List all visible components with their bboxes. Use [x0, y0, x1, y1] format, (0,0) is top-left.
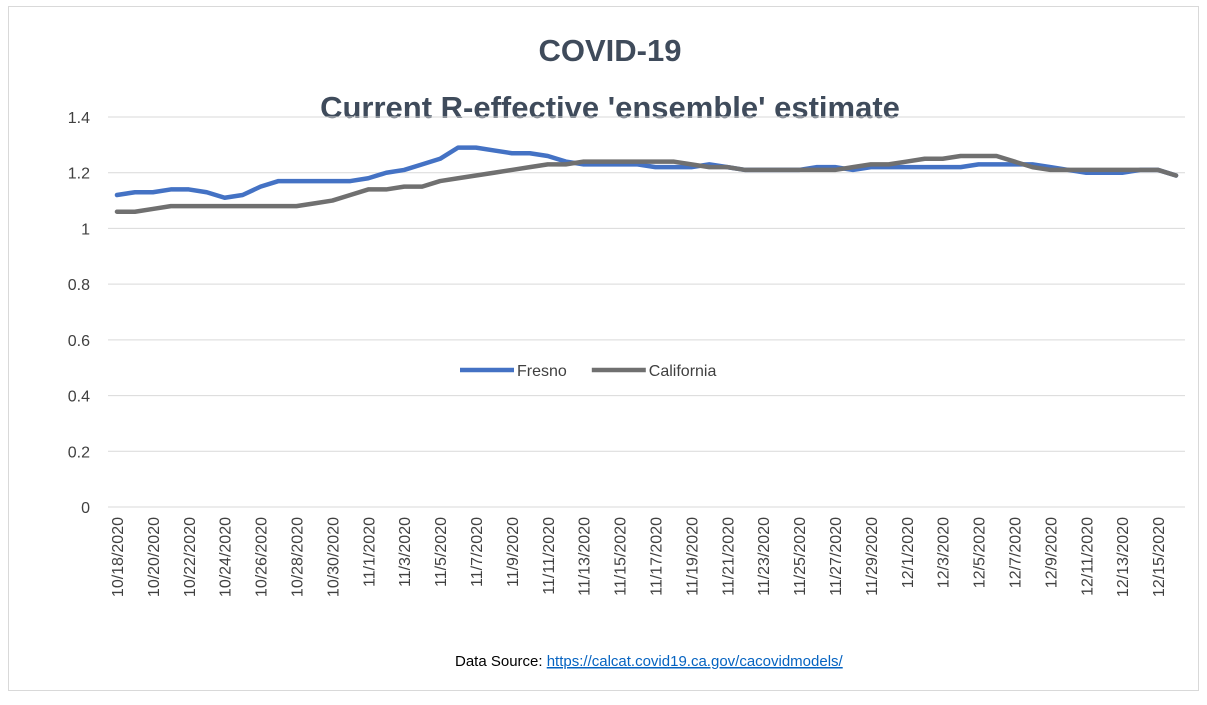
- source-link[interactable]: https://calcat.covid19.ca.gov/cacovidmod…: [547, 653, 844, 670]
- y-tick-label: 0.8: [68, 277, 90, 294]
- x-tick-label: 10/30/2020: [325, 517, 342, 597]
- y-tick-label: 1: [81, 221, 90, 238]
- x-tick-label: 11/5/2020: [433, 517, 450, 587]
- x-tick-label: 12/1/2020: [900, 517, 917, 588]
- x-tick-label: 12/9/2020: [1043, 517, 1060, 588]
- x-tick-label: 11/3/2020: [397, 517, 414, 587]
- x-tick-label: 10/22/2020: [182, 517, 199, 597]
- x-tick-label: 10/18/2020: [110, 517, 127, 597]
- x-tick-label: 11/19/2020: [684, 517, 701, 596]
- x-tick-label: 11/29/2020: [864, 517, 881, 596]
- x-tick-label: 11/11/2020: [541, 517, 558, 595]
- legend-label: Fresno: [517, 363, 567, 380]
- y-tick-label: 0.2: [68, 444, 90, 461]
- x-tick-label: 11/25/2020: [792, 517, 809, 596]
- chart-frame: [8, 6, 1199, 691]
- x-tick-label: 10/20/2020: [146, 517, 163, 597]
- x-tick-label: 11/1/2020: [361, 517, 378, 587]
- x-tick-label: 12/11/2020: [1079, 517, 1096, 596]
- source-label: Data Source: https://calcat.covid19.ca.g…: [455, 653, 844, 670]
- x-tick-label: 10/24/2020: [218, 517, 235, 597]
- x-tick-label: 11/17/2020: [648, 517, 665, 596]
- x-tick-label: 12/3/2020: [936, 517, 953, 588]
- x-tick-label: 11/7/2020: [469, 517, 486, 587]
- x-tick-label: 11/15/2020: [613, 517, 630, 596]
- x-tick-label: 12/15/2020: [1151, 517, 1168, 597]
- source-label-text: Data Source:: [455, 653, 543, 670]
- x-tick-label: 11/9/2020: [505, 517, 522, 587]
- x-tick-label: 11/21/2020: [720, 517, 737, 596]
- y-tick-label: 0.4: [68, 389, 90, 406]
- x-tick-label: 12/13/2020: [1115, 517, 1132, 597]
- series-line: [114, 145, 1179, 201]
- chart-title: Current R-effective 'ensemble' estimate: [320, 90, 900, 125]
- y-tick-label: 1.4: [68, 110, 90, 127]
- x-tick-label: 12/7/2020: [1007, 517, 1024, 588]
- x-tick-label: 11/23/2020: [756, 517, 773, 596]
- y-tick-label: 1.2: [68, 166, 90, 183]
- x-tick-label: 11/13/2020: [577, 517, 594, 596]
- y-tick-label: 0: [81, 500, 90, 517]
- y-tick-label: 0.6: [68, 333, 90, 350]
- x-tick-label: 10/26/2020: [254, 517, 271, 597]
- chart-title: COVID-19: [539, 33, 682, 68]
- x-tick-label: 12/5/2020: [972, 517, 989, 588]
- series-line: [114, 153, 1179, 214]
- x-tick-label: 10/28/2020: [289, 517, 306, 597]
- legend-label: California: [649, 363, 717, 380]
- x-tick-label: 11/27/2020: [828, 517, 845, 596]
